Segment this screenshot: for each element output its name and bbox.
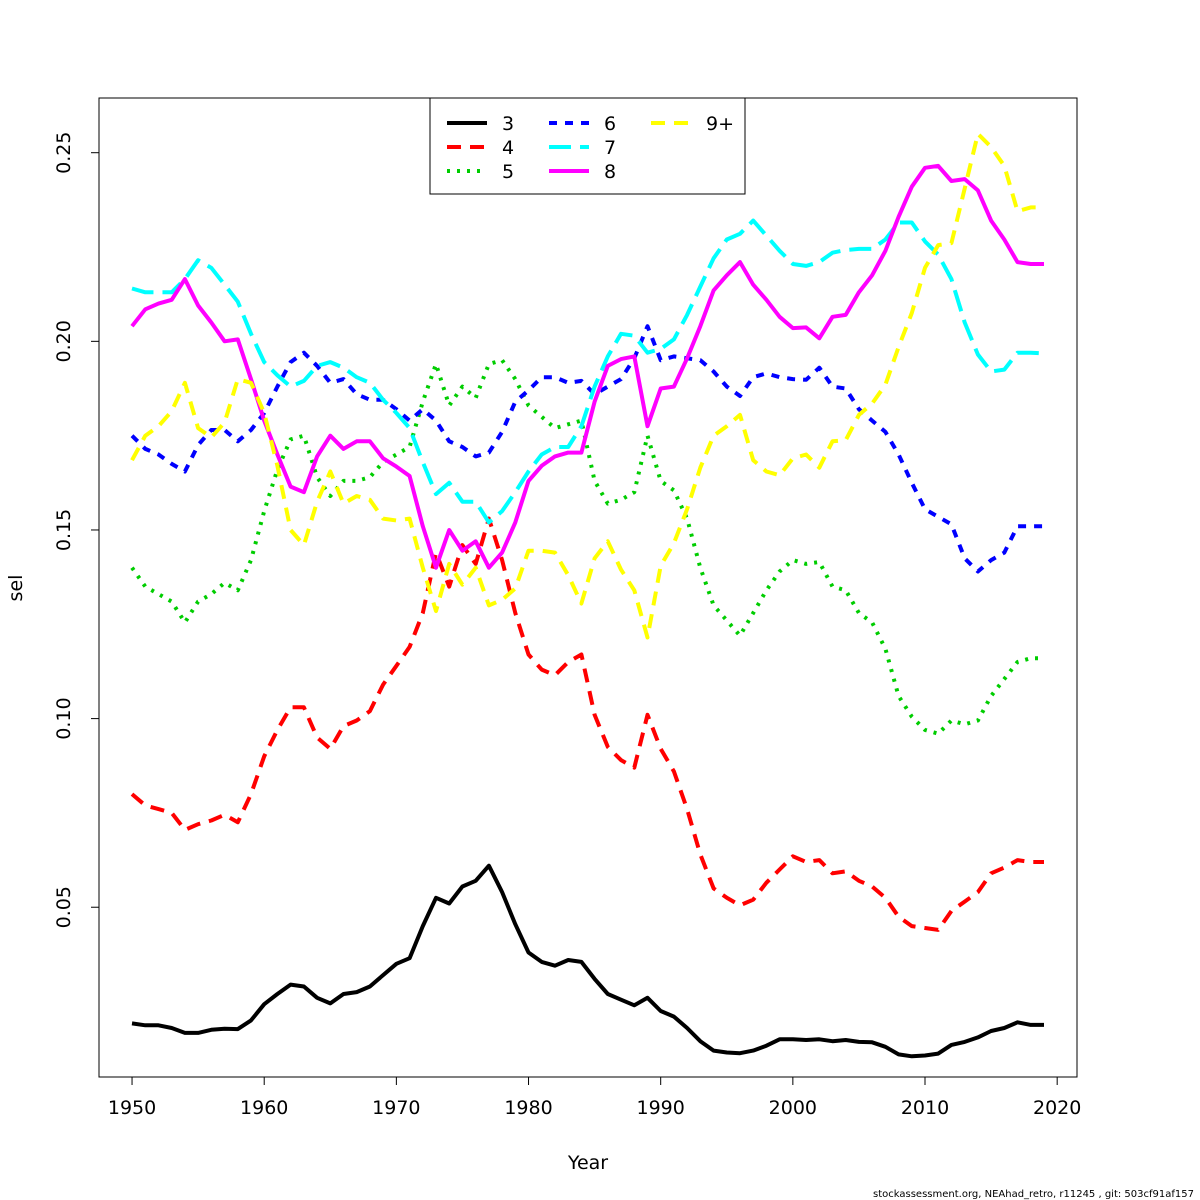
x-tick-label: 1960 — [240, 1097, 288, 1119]
legend-label: 7 — [604, 137, 616, 159]
y-tick-label: 0.10 — [53, 697, 75, 739]
series-line-3 — [131, 863, 1044, 1059]
series-line-9plus — [130, 131, 1044, 640]
legend-label: 5 — [502, 161, 514, 183]
legend-label: 3 — [502, 113, 514, 135]
legend-label: 8 — [604, 161, 616, 183]
legend-label: 4 — [502, 137, 514, 159]
x-tick-label: 2000 — [769, 1097, 817, 1119]
x-axis-label: Year — [567, 1152, 608, 1174]
x-tick-label: 1980 — [504, 1097, 552, 1119]
x-tick-label: 2010 — [901, 1097, 949, 1119]
x-tick-label: 1970 — [372, 1097, 420, 1119]
y-tick-label: 0.25 — [53, 132, 75, 174]
footer-credit: stockassessment.org, NEAhad_retro, r1124… — [873, 1189, 1194, 1200]
legend: 345 678 9+ — [429, 97, 746, 195]
series-line-6 — [130, 324, 1044, 574]
y-axis: 0.05 0.10 0.15 0.20 0.25 — [53, 132, 100, 928]
x-tick-label: 1990 — [637, 1097, 685, 1119]
y-tick-label: 0.15 — [53, 509, 75, 551]
x-axis: 1950 1960 1970 1980 1990 2000 2010 2020 — [108, 1076, 1081, 1119]
series-line-4 — [130, 516, 1044, 932]
y-tick-label: 0.20 — [53, 320, 75, 362]
y-tick-label: 0.05 — [53, 886, 75, 928]
x-tick-label: 2020 — [1033, 1097, 1081, 1119]
y-axis-label: sel — [5, 575, 27, 602]
legend-label: 6 — [604, 113, 616, 135]
legend-label: 9+ — [706, 113, 734, 135]
x-tick-label: 1950 — [108, 1097, 156, 1119]
series-line-8 — [130, 163, 1044, 570]
